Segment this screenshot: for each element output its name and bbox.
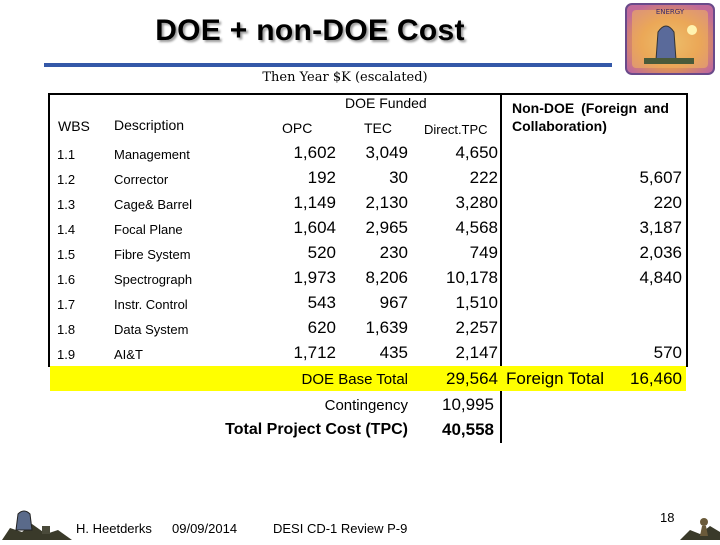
- row-opc: 1,604: [293, 218, 336, 237]
- row-wbs: 1.4: [57, 222, 76, 237]
- row-opc: 192: [307, 168, 336, 187]
- row-opc: 620: [307, 318, 336, 337]
- row-non-doe: 570: [653, 343, 682, 362]
- doe-base-total-label: DOE Base Total: [301, 371, 408, 388]
- row-non-doe: 2,036: [639, 243, 682, 262]
- foreign-total-label: Foreign Total: [506, 369, 604, 388]
- logo-text: ENERGY: [656, 8, 685, 16]
- foreign-total-value: 16,460: [630, 369, 682, 388]
- row-wbs: 1.5: [57, 247, 76, 262]
- row-opc: 1,973: [293, 268, 336, 287]
- tpc-value: 40,558: [442, 420, 494, 439]
- row-description: Spectrograph: [114, 272, 193, 287]
- title-rule: [44, 63, 612, 67]
- desi-logo: ENERGY: [622, 2, 718, 76]
- subtitle: Then Year $K (escalated): [262, 70, 428, 85]
- doe-base-total-value: 29,564: [446, 369, 498, 388]
- row-tec: 3,049: [365, 143, 408, 162]
- table-top-border: [48, 93, 688, 95]
- row-wbs: 1.7: [57, 297, 76, 312]
- col-header-description: Description: [114, 117, 185, 133]
- row-non-doe: 3,187: [639, 218, 682, 237]
- col-header-non-doe: Non-DOE (Foreign and Collaboration): [512, 100, 669, 134]
- row-wbs: 1.6: [57, 272, 76, 287]
- row-tec: 2,965: [365, 218, 408, 237]
- row-wbs: 1.9: [57, 347, 76, 362]
- row-direct-tpc: 749: [469, 243, 498, 262]
- row-tec: 30: [389, 168, 408, 187]
- row-direct-tpc: 3,280: [455, 193, 498, 212]
- row-non-doe: 5,607: [639, 168, 682, 187]
- col-header-opc: OPC: [282, 120, 313, 136]
- row-tec: 967: [379, 293, 408, 312]
- row-opc: 1,712: [293, 343, 336, 362]
- col-header-doe-funded: DOE Funded: [345, 95, 427, 111]
- row-description: Corrector: [114, 172, 169, 187]
- table-col-divider-direct: [500, 93, 502, 443]
- row-description: Data System: [114, 322, 189, 337]
- footer-event: DESI CD-1 Review P-9: [273, 521, 408, 536]
- row-wbs: 1.1: [57, 147, 76, 162]
- row-tec: 230: [379, 243, 408, 262]
- row-tec: 435: [379, 343, 408, 362]
- row-opc: 543: [307, 293, 336, 312]
- table-left-border: [48, 93, 50, 367]
- contingency-value: 10,995: [442, 395, 494, 414]
- row-non-doe: 220: [653, 193, 682, 212]
- row-wbs: 1.8: [57, 322, 76, 337]
- table-right-border: [686, 93, 688, 367]
- row-direct-tpc: 2,147: [455, 343, 498, 362]
- row-tec: 2,130: [365, 193, 408, 212]
- col-header-tec: TEC: [364, 120, 392, 136]
- row-opc: 1,602: [293, 143, 336, 162]
- row-non-doe: 4,840: [639, 268, 682, 287]
- page-title: DOE + non-DOE Cost: [155, 14, 465, 47]
- tpc-label: Total Project Cost (TPC): [225, 421, 408, 438]
- row-direct-tpc: 10,178: [446, 268, 498, 287]
- row-direct-tpc: 2,257: [455, 318, 498, 337]
- row-description: Fibre System: [114, 247, 191, 262]
- row-description: Focal Plane: [114, 222, 183, 237]
- footer-date: 09/09/2014: [172, 521, 238, 536]
- footer-figures-icon: [680, 510, 720, 545]
- row-description: Cage& Barrel: [114, 197, 193, 212]
- row-direct-tpc: 222: [469, 168, 498, 187]
- row-direct-tpc: 1,510: [455, 293, 498, 312]
- contingency-label: Contingency: [324, 397, 408, 414]
- row-direct-tpc: 4,650: [455, 143, 498, 162]
- row-description: Management: [114, 147, 190, 162]
- page-number: 18: [660, 510, 675, 525]
- row-tec: 8,206: [365, 268, 408, 287]
- row-tec: 1,639: [365, 318, 408, 337]
- col-header-wbs: WBS: [58, 118, 90, 134]
- footer-telescope-icon: [2, 500, 72, 545]
- col-header-direct-tpc: Direct.TPC: [424, 122, 488, 137]
- row-opc: 1,149: [293, 193, 336, 212]
- row-direct-tpc: 4,568: [455, 218, 498, 237]
- row-wbs: 1.3: [57, 197, 76, 212]
- row-wbs: 1.2: [57, 172, 76, 187]
- row-opc: 520: [307, 243, 336, 262]
- footer-author: H. Heetderks: [76, 521, 152, 536]
- totals-highlight: [50, 366, 686, 391]
- logo-art: ENERGY: [625, 3, 715, 75]
- row-description: Instr. Control: [114, 297, 188, 312]
- row-description: AI&T: [114, 347, 143, 362]
